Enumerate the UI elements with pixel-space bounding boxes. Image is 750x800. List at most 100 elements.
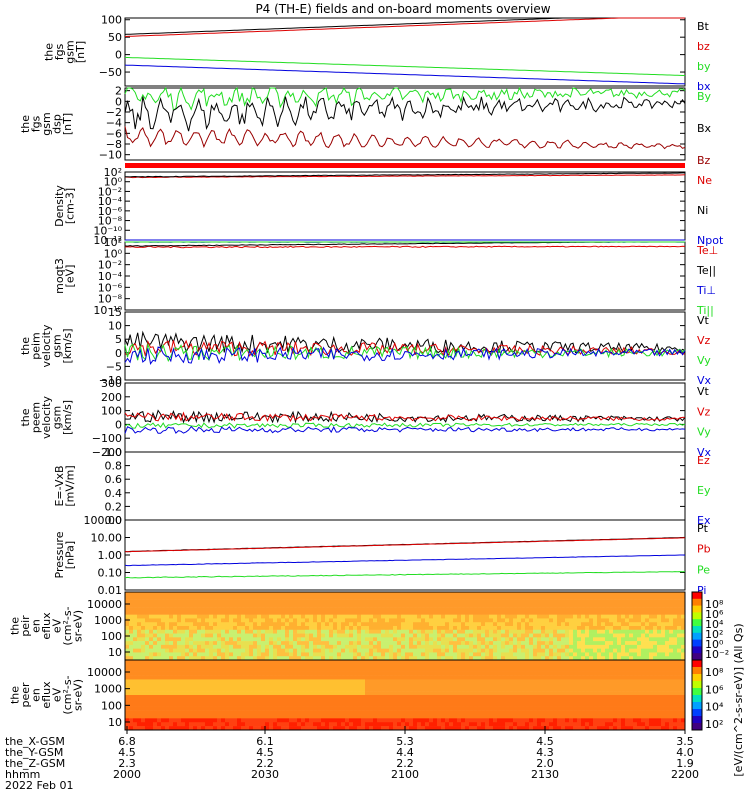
spectrogram-cell bbox=[433, 610, 438, 615]
spectrogram-cell bbox=[361, 695, 366, 700]
spectrogram-cell bbox=[241, 691, 246, 696]
spectrogram-cell bbox=[313, 714, 318, 719]
spectrogram-cell bbox=[393, 718, 398, 723]
spectrogram-cell bbox=[609, 633, 614, 638]
spectrogram-cell bbox=[557, 706, 562, 711]
spectrogram-cell bbox=[253, 706, 258, 711]
spectrogram-cell bbox=[361, 595, 366, 600]
spectrogram-cell bbox=[281, 660, 286, 665]
spectrogram-cell bbox=[189, 607, 194, 612]
spectrogram-cell bbox=[133, 660, 138, 665]
spectrogram-cell bbox=[645, 656, 650, 661]
spectrogram-cell bbox=[221, 618, 226, 623]
ytick-label: −50 bbox=[99, 66, 122, 79]
spectrogram-cell bbox=[517, 626, 522, 631]
spectrogram-cell bbox=[253, 633, 258, 638]
spectrogram-cell bbox=[145, 656, 150, 661]
spectrogram-cell bbox=[449, 671, 454, 676]
spectrogram-cell bbox=[509, 592, 514, 597]
spectrogram-cell bbox=[521, 614, 526, 619]
spectrogram-cell bbox=[293, 691, 298, 696]
spectrogram-cell bbox=[469, 622, 474, 627]
spectrogram-cell bbox=[173, 683, 178, 688]
spectrogram-cell bbox=[237, 679, 242, 684]
spectrogram-cell bbox=[237, 592, 242, 597]
spectrogram-cell bbox=[589, 722, 594, 727]
spectrogram-cell bbox=[457, 714, 462, 719]
spectrogram-cell bbox=[289, 710, 294, 715]
spectrogram-cell bbox=[461, 683, 466, 688]
spectrogram-cell bbox=[177, 622, 182, 627]
spectrogram-cell bbox=[581, 695, 586, 700]
spectrogram-cell bbox=[553, 626, 558, 631]
spectrogram-cell bbox=[545, 702, 550, 707]
spectrogram-cell bbox=[393, 698, 398, 704]
spectrogram-cell bbox=[229, 698, 234, 704]
spectrogram-cell bbox=[549, 633, 554, 638]
spectrogram-cell bbox=[281, 648, 286, 653]
spectrogram-cell bbox=[481, 679, 486, 684]
spectrogram-cell bbox=[529, 675, 534, 680]
spectrogram-cell bbox=[357, 710, 362, 715]
spectrogram-cell bbox=[393, 663, 398, 669]
spectrogram-cell bbox=[589, 671, 594, 676]
spectrogram-cell bbox=[665, 648, 670, 653]
spectrogram-cell bbox=[433, 656, 438, 661]
spectrogram-cell bbox=[369, 679, 374, 684]
spectrogram-cell bbox=[433, 710, 438, 715]
spectrogram-cell bbox=[381, 695, 386, 700]
spectrogram-cell bbox=[433, 695, 438, 700]
spectrogram-cell bbox=[213, 660, 218, 665]
spectrogram-cell bbox=[445, 592, 450, 597]
spectrogram-cell bbox=[529, 637, 534, 642]
spectrogram-cell bbox=[625, 618, 630, 623]
spectrogram-cell bbox=[221, 706, 226, 711]
spectrogram-cell bbox=[289, 641, 294, 646]
spectrogram-cell bbox=[537, 691, 542, 696]
legend-entry: Ti⊥ bbox=[696, 284, 716, 297]
spectrogram-cell bbox=[229, 652, 234, 657]
spectrogram-cell bbox=[357, 656, 362, 661]
spectrogram-cell bbox=[361, 683, 366, 688]
spectrogram-cell bbox=[145, 671, 150, 676]
spectrogram-cell bbox=[197, 675, 202, 680]
spectrogram-cell bbox=[133, 629, 138, 634]
spectrogram-cell bbox=[549, 722, 554, 727]
spectrogram-cell bbox=[485, 702, 490, 707]
spectrogram-cell bbox=[285, 722, 290, 727]
spectrogram-cell bbox=[129, 671, 134, 676]
spectrogram-cell bbox=[369, 687, 374, 692]
spectrogram-cell bbox=[561, 679, 566, 684]
spectrogram-cell bbox=[397, 671, 402, 676]
spectrogram-cell bbox=[337, 698, 342, 704]
spectrogram-cell bbox=[273, 695, 278, 700]
spectrogram-cell bbox=[385, 726, 390, 731]
spectrogram-cell bbox=[393, 675, 398, 680]
spectrogram-cell bbox=[529, 626, 534, 631]
spectrogram-cell bbox=[633, 629, 638, 634]
spectrogram-cell bbox=[605, 656, 610, 661]
spectrogram-cell bbox=[181, 671, 186, 676]
spectrogram-cell bbox=[505, 614, 510, 619]
spectrogram-cell bbox=[285, 706, 290, 711]
spectrogram-cell bbox=[309, 702, 314, 707]
spectrogram-cell bbox=[529, 629, 534, 634]
spectrogram-cell bbox=[357, 626, 362, 631]
spectrogram-cell bbox=[373, 652, 378, 657]
spectrogram-cell bbox=[573, 718, 578, 723]
spectrogram-cell bbox=[201, 675, 206, 680]
spectrogram-cell bbox=[337, 702, 342, 707]
spectrogram-cell bbox=[485, 706, 490, 711]
spectrogram-cell bbox=[517, 667, 522, 672]
spectrogram-cell bbox=[505, 618, 510, 623]
spectrogram-cell bbox=[437, 622, 442, 627]
spectrogram-cell bbox=[217, 667, 222, 672]
spectrogram-cell bbox=[617, 618, 622, 623]
spectrogram-cell bbox=[317, 626, 322, 631]
spectrogram-cell bbox=[513, 599, 518, 604]
spectrogram-cell bbox=[485, 687, 490, 692]
spectrogram-cell bbox=[273, 595, 278, 600]
spectrogram-cell bbox=[333, 599, 338, 604]
spectrogram-cell bbox=[681, 648, 686, 653]
spectrogram-cell bbox=[153, 641, 158, 646]
